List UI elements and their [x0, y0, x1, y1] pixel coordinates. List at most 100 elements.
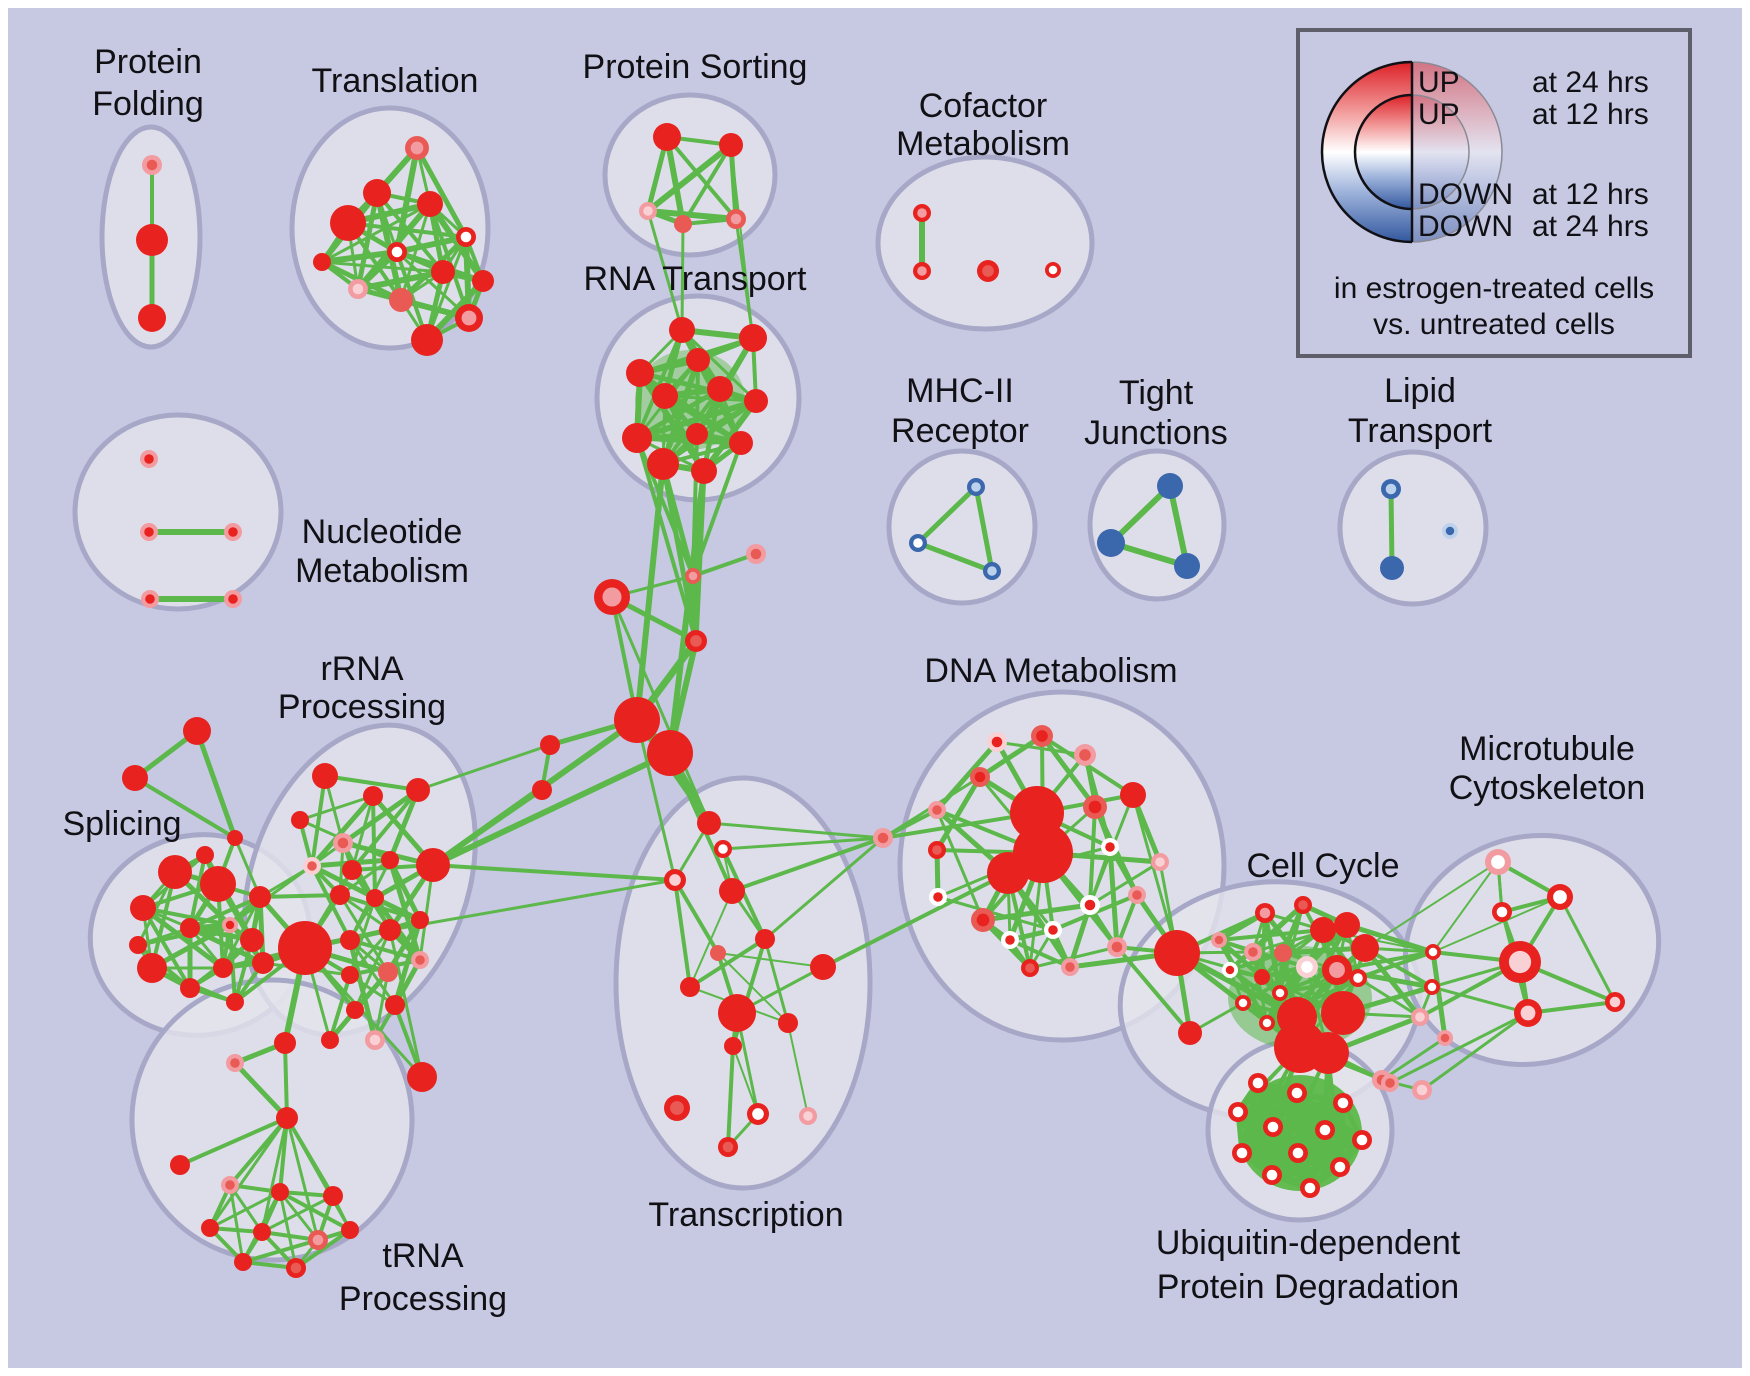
- network-node: [137, 953, 167, 983]
- network-node-center: [1334, 1161, 1346, 1173]
- network-node: [381, 851, 399, 869]
- network-node: [341, 966, 359, 984]
- network-node-center: [602, 587, 622, 607]
- network-node-center: [1520, 1005, 1536, 1021]
- network-node-center: [1553, 890, 1567, 904]
- network-edge: [688, 937, 767, 989]
- network-node-center: [1155, 857, 1165, 867]
- cluster-label-splicing: Splicing: [62, 805, 181, 843]
- network-node-center: [228, 594, 238, 604]
- legend-caption-line1: in estrogen-treated cells: [1334, 272, 1654, 305]
- network-node: [810, 954, 836, 980]
- network-edge: [228, 923, 237, 1004]
- network-edge: [645, 208, 739, 222]
- network-edge: [350, 788, 420, 872]
- network-edge: [388, 878, 677, 932]
- network-edge: [346, 221, 468, 239]
- network-node: [540, 735, 560, 755]
- network-node-center: [752, 1108, 764, 1120]
- network-edge: [763, 937, 790, 1025]
- network-node-center: [913, 538, 923, 548]
- network-edge: [350, 794, 375, 872]
- network-node-center: [1105, 842, 1115, 852]
- network-node-center: [1036, 730, 1048, 742]
- network-node-center: [1385, 1078, 1395, 1088]
- network-node-center: [1428, 947, 1438, 957]
- network-edge: [680, 222, 685, 332]
- network-node-center: [1267, 1121, 1279, 1133]
- cluster-ellipse-lipid-transport: [1337, 449, 1489, 607]
- legend-updown-glyph: [1320, 60, 1503, 244]
- network-edge: [646, 209, 684, 332]
- network-node-center: [1298, 900, 1308, 910]
- network-node: [278, 921, 332, 975]
- network-edge: [309, 793, 376, 869]
- network-edge: [232, 1060, 290, 1121]
- network-edge: [726, 1044, 735, 1149]
- network-node-center: [1065, 962, 1075, 972]
- network-node: [719, 878, 745, 904]
- legend-row-up-24-label: UP: [1418, 66, 1460, 99]
- network-node: [1120, 782, 1146, 808]
- network-edge: [787, 1022, 809, 1117]
- network-node-center: [1266, 1169, 1278, 1181]
- network-node-center: [1232, 1106, 1244, 1118]
- network-edge: [430, 750, 673, 868]
- network-node: [1174, 553, 1200, 579]
- cluster-label-ubiquitin-degradation: Protein Degradation: [1157, 1268, 1459, 1306]
- network-edge: [278, 1116, 289, 1194]
- network-edge: [1107, 844, 1120, 950]
- network-node-center: [917, 208, 927, 218]
- network-edge: [881, 808, 939, 840]
- cluster-label-ubiquitin-degradation: Ubiquitin-dependent: [1156, 1224, 1461, 1262]
- network-node-center: [460, 231, 472, 243]
- network-node: [227, 830, 243, 846]
- network-edge: [228, 841, 345, 927]
- network-node: [136, 224, 168, 256]
- network-edge: [319, 249, 400, 265]
- network-node-center: [974, 771, 986, 783]
- network-node-center: [1262, 1018, 1272, 1028]
- legend-row-down-12-time: at 12 hrs: [1532, 178, 1649, 211]
- network-edge: [1039, 733, 1098, 810]
- network-node: [755, 929, 775, 949]
- network-edge: [1362, 945, 1423, 1020]
- network-node-center: [987, 566, 997, 576]
- network-node: [158, 855, 192, 889]
- network-node: [379, 919, 401, 941]
- network-node-center: [643, 206, 653, 216]
- network-node: [363, 786, 383, 806]
- network-edge: [1088, 845, 1112, 907]
- network-edge: [320, 260, 445, 274]
- network-node-center: [1225, 965, 1235, 975]
- network-edge: [934, 774, 983, 853]
- legend-row-down-24-time: at 24 hrs: [1532, 210, 1649, 243]
- cluster-label-trna-processing: tRNA: [382, 1237, 464, 1275]
- legend-row-up-12-time: at 12 hrs: [1532, 98, 1649, 131]
- network-node: [346, 1001, 364, 1019]
- network-edge: [1344, 922, 1436, 955]
- network-node: [180, 918, 200, 938]
- network-node-center: [225, 920, 235, 930]
- network-node: [647, 730, 693, 776]
- network-node-center: [1238, 998, 1248, 1008]
- network-edge: [1028, 945, 1119, 970]
- network-node-center: [1005, 935, 1015, 945]
- cluster-label-lipid-transport: Transport: [1348, 412, 1493, 450]
- network-edge: [1217, 928, 1325, 942]
- network-edge: [821, 871, 1010, 969]
- network-edge: [667, 468, 707, 756]
- network-edge: [294, 1228, 352, 1270]
- cluster-label-rrna-processing: rRNA: [320, 650, 403, 688]
- network-node-center: [369, 1034, 381, 1046]
- network-edge: [285, 1116, 352, 1232]
- network-edge: [278, 1190, 298, 1270]
- network-node-center: [933, 892, 943, 902]
- network-edge: [1335, 950, 1435, 972]
- network-edge: [732, 1045, 759, 1115]
- network-edge: [375, 191, 445, 274]
- network-edge: [414, 145, 469, 240]
- network-edge: [634, 398, 759, 441]
- network-node: [271, 1183, 289, 1201]
- network-node: [1334, 912, 1360, 938]
